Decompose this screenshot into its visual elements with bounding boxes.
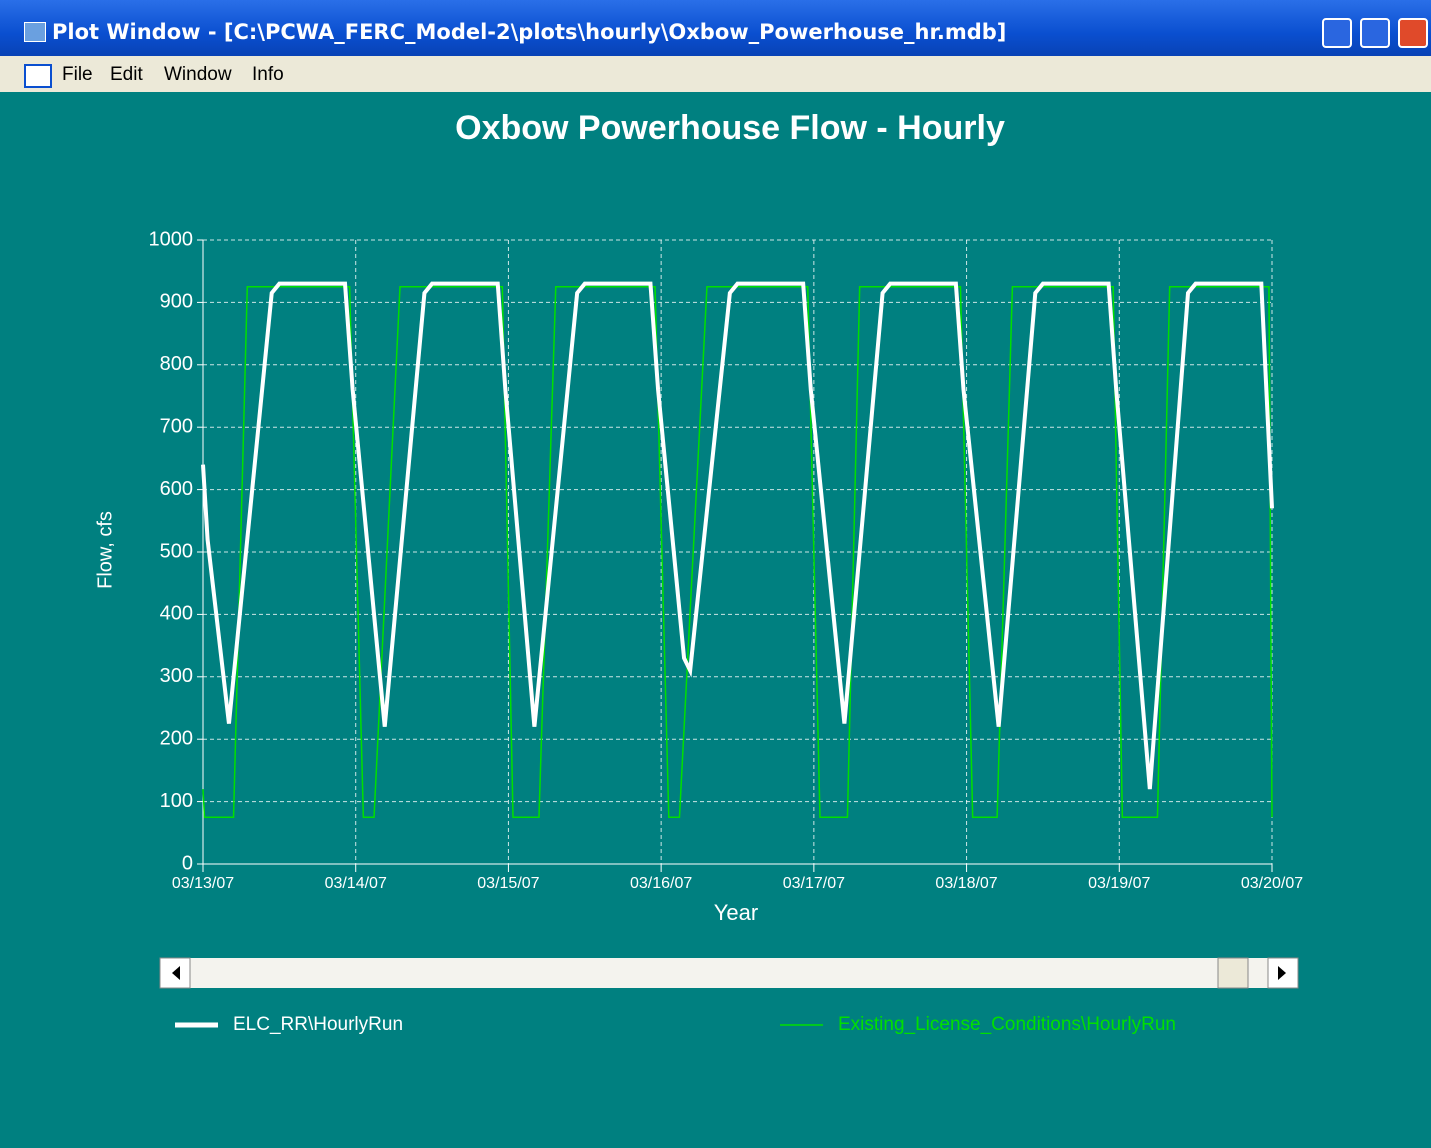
y-tick-label: 600 <box>160 478 193 500</box>
menu-item[interactable]: Window <box>164 64 232 85</box>
app-icon <box>24 22 46 42</box>
y-tick-label: 800 <box>160 353 193 375</box>
menu-item[interactable]: File <box>62 64 93 85</box>
arrow-right <box>1278 966 1286 980</box>
menu-item[interactable]: Edit <box>110 64 143 85</box>
minimize-button[interactable] <box>1322 18 1352 48</box>
app-window: Plot Window - [C:\PCWA_FERC_Model-2\plot… <box>0 0 1431 1036</box>
x-tick-label: 03/19/07 <box>1088 875 1150 892</box>
y-tick-label: 100 <box>160 790 193 812</box>
arrow-left <box>172 966 180 980</box>
y-tick-label: 200 <box>160 727 193 749</box>
x-tick-label: 03/13/07 <box>172 875 234 892</box>
scroll-thumb[interactable] <box>1217 957 1249 989</box>
x-tick-label: 03/14/07 <box>325 875 387 892</box>
title-bar: Plot Window - [C:\PCWA_FERC_Model-2\plot… <box>0 0 1431 56</box>
x-tick-label: 03/15/07 <box>477 875 539 892</box>
series-line <box>201 281 1274 790</box>
chart-title: Oxbow Powerhouse Flow - Hourly <box>455 109 1005 147</box>
menu-item[interactable]: Info <box>252 64 284 85</box>
y-axis-label: Flow, cfs <box>94 511 116 589</box>
y-tick-label: 900 <box>160 291 193 313</box>
y-tick-label: 700 <box>160 415 193 437</box>
maximize-button[interactable] <box>1360 18 1390 48</box>
window-title: Plot Window - [C:\PCWA_FERC_Model-2\plot… <box>52 20 1007 44</box>
x-axis-label: Year <box>714 900 758 925</box>
x-tick-label: 03/17/07 <box>783 875 845 892</box>
y-tick-label: 500 <box>160 540 193 562</box>
y-tick-label: 300 <box>160 665 193 687</box>
x-tick-label: 03/16/07 <box>630 875 692 892</box>
x-tick-label: 03/20/07 <box>1241 875 1303 892</box>
legend-label: Existing_License_Conditions\HourlyRun <box>838 1014 1176 1035</box>
y-tick-label: 0 <box>182 852 193 874</box>
y-tick-label: 400 <box>160 603 193 625</box>
scrollbar[interactable] <box>160 958 1298 988</box>
y-tick-label: 1000 <box>149 228 194 250</box>
menu-bar: File Edit Window Info <box>0 56 1431 92</box>
close-button[interactable] <box>1398 18 1428 48</box>
doc-icon <box>24 64 52 88</box>
x-tick-label: 03/18/07 <box>935 875 997 892</box>
chart: Oxbow Powerhouse Flow - Hourly Flow, cfs… <box>94 109 1303 1035</box>
legend-label: ELC_RR\HourlyRun <box>233 1014 403 1035</box>
